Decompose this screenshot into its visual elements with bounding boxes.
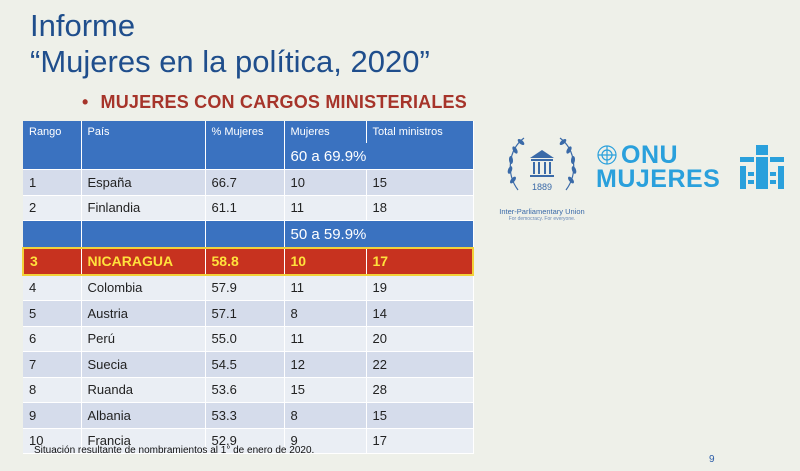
cell-rango: 7: [23, 351, 82, 378]
cell-total: 17: [366, 247, 474, 276]
header-pais: País: [81, 121, 206, 143]
table-row: 8 Ruanda 53.6 15 28: [23, 377, 474, 403]
ipu-year: 1889: [532, 182, 552, 192]
cell-pais: Colombia: [81, 274, 206, 301]
cell-pct: 53.3: [205, 402, 285, 429]
cell-pais: Francia: [81, 428, 206, 454]
cell-mujeres: 10: [284, 169, 367, 196]
cell-total: 15: [366, 169, 474, 196]
cell-total: 15: [366, 402, 474, 429]
title-line-2: “Mujeres en la política, 2020”: [30, 44, 430, 79]
header-mujeres: Mujeres: [284, 121, 367, 143]
cell-mujeres: 10: [284, 247, 367, 276]
cell-rango: 9: [23, 402, 82, 429]
cell-rango: 1: [23, 169, 82, 196]
cell-mujeres: 8: [284, 300, 367, 327]
cell-pais: NICARAGUA: [81, 247, 206, 276]
table-row: 5 Austria 57.1 8 14: [23, 300, 474, 327]
bullet-icon: •: [82, 92, 89, 112]
table-row: 7 Suecia 54.5 12 22: [23, 351, 474, 378]
cell-pais: Ruanda: [81, 377, 206, 403]
cell-pct: 55.0: [205, 326, 285, 352]
cell-pais: Austria: [81, 300, 206, 327]
cell-total: 28: [366, 377, 474, 403]
ministers-table: Rango País % Mujeres Mujeres Total minis…: [22, 121, 474, 454]
footnote: Situación resultante de nombramientos al…: [34, 445, 315, 456]
cell-pct: 54.5: [205, 351, 285, 378]
cell-total: 18: [366, 195, 474, 221]
page-number: 9: [709, 454, 715, 465]
cell-pais: España: [81, 169, 206, 196]
cell-rango: 10: [23, 428, 82, 454]
group-row-50: 50 a 59.9%: [23, 220, 474, 249]
cell-pct: 61.1: [205, 195, 285, 221]
cell-total: 17: [366, 428, 474, 454]
onu-text: ONU: [621, 141, 679, 169]
cell-rango: 4: [23, 274, 82, 301]
cell-total: 20: [366, 326, 474, 352]
table-row: 6 Perú 55.0 11 20: [23, 326, 474, 352]
subtitle-text: MUJERES CON CARGOS MINISTERIALES: [100, 92, 467, 112]
group-label: 50 a 59.9%: [284, 220, 474, 249]
cell-mujeres: 11: [284, 326, 367, 352]
cell-pais: Finlandia: [81, 195, 206, 221]
ipu-name: Inter-Parliamentary Union: [499, 207, 585, 216]
cell-pct: 57.9: [205, 274, 285, 301]
cell-total: 14: [366, 300, 474, 327]
cell-rango: 3: [22, 247, 82, 276]
table-row-highlighted: 3 NICARAGUA 58.8 10 17: [22, 247, 474, 276]
cell-pct: 53.6: [205, 377, 285, 403]
cell-pais: Albania: [81, 402, 206, 429]
cell-mujeres: 8: [284, 402, 367, 429]
cell-pais: Suecia: [81, 351, 206, 378]
cell-mujeres: 9: [284, 428, 367, 454]
cell-pct: 58.8: [205, 247, 285, 276]
header-rango: Rango: [23, 121, 82, 143]
table-header-row: Rango País % Mujeres Mujeres Total minis…: [23, 121, 474, 143]
onu-mujeres-logo: ONU MUJERES: [596, 141, 786, 193]
cell-rango: 6: [23, 326, 82, 352]
cell-rango: 5: [23, 300, 82, 327]
cell-pct: 66.7: [205, 169, 285, 196]
cell-total: 22: [366, 351, 474, 378]
header-total-ministros: Total ministros: [366, 121, 474, 143]
cell-rango: 2: [23, 195, 82, 221]
table-row: 2 Finlandia 61.1 11 18: [23, 195, 474, 221]
cell-pct: 52.9: [205, 428, 285, 454]
table-row: 4 Colombia 57.9 11 19: [23, 274, 474, 301]
mujeres-text: MUJERES: [596, 165, 721, 193]
ipu-tagline: For democracy. For everyone.: [508, 216, 576, 222]
cell-pct: 57.1: [205, 300, 285, 327]
cell-rango: 8: [23, 377, 82, 403]
cell-mujeres: 15: [284, 377, 367, 403]
ipu-emblem-icon: 1889: [507, 137, 577, 192]
table-row: 10 Francia 52.9 9 17: [23, 428, 474, 454]
title-line-1: Informe: [30, 8, 136, 43]
slide-title: Informe “Mujeres en la política, 2020”: [30, 8, 430, 80]
group-row-60: 60 a 69.9%: [23, 143, 474, 170]
cell-pais: Perú: [81, 326, 206, 352]
table-row: 1 España 66.7 10 15: [23, 169, 474, 196]
ipu-logo: 1889 Inter-Parliamentary Union For democ…: [492, 130, 592, 222]
header-pct-mujeres: % Mujeres: [205, 121, 285, 143]
table-row: 9 Albania 53.3 8 15: [23, 402, 474, 429]
un-globe-icon: [597, 145, 617, 165]
un-women-mark-icon: [740, 145, 784, 189]
cell-total: 19: [366, 274, 474, 301]
cell-mujeres: 11: [284, 195, 367, 221]
cell-mujeres: 12: [284, 351, 367, 378]
section-subtitle: • MUJERES CON CARGOS MINISTERIALES: [82, 92, 467, 113]
group-label: 60 a 69.9%: [284, 143, 474, 170]
cell-mujeres: 11: [284, 274, 367, 301]
